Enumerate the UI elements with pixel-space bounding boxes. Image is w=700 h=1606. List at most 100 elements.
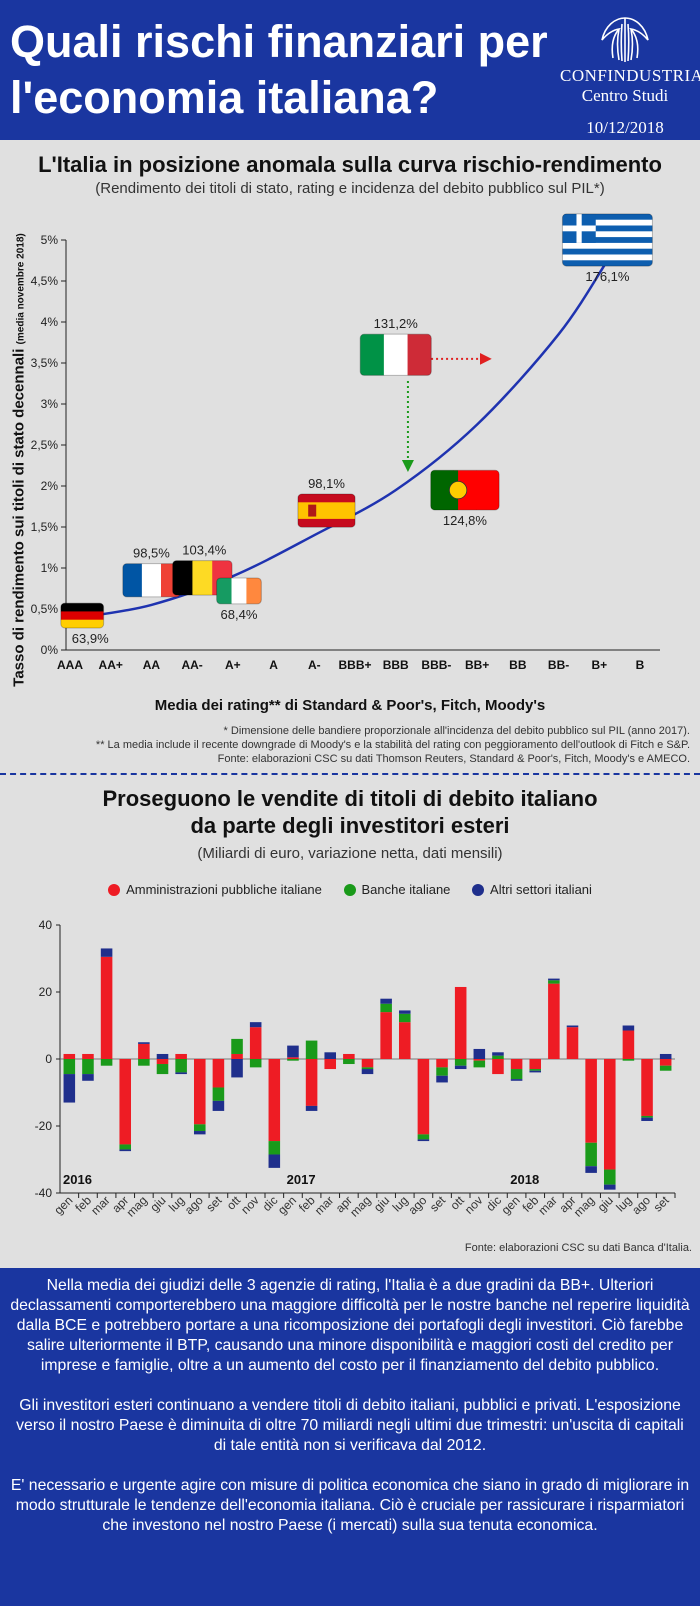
flag-border bbox=[60, 602, 105, 629]
flag-stripe bbox=[476, 470, 500, 510]
flag-stripe bbox=[407, 334, 432, 376]
flag-spagna-icon bbox=[297, 493, 356, 528]
bar-segment bbox=[585, 1166, 597, 1173]
commentary-paragraph-1: Nella media dei giudizi delle 3 agenzie … bbox=[10, 1277, 690, 1374]
flag-italia-icon bbox=[359, 333, 432, 376]
chart2-title-line2: da parte degli investitori esteri bbox=[190, 813, 510, 838]
confindustria-logo: CONFINDUSTRIA Centro Studi 10/12/2018 bbox=[560, 14, 700, 138]
bar-segment bbox=[82, 1053, 94, 1059]
chart2-legend: Amministrazioni pubbliche italiane Banch… bbox=[0, 882, 700, 897]
chart2-x-tick-label: ago bbox=[629, 1193, 653, 1217]
flag-stripe bbox=[360, 334, 385, 376]
bar-segment bbox=[175, 1072, 187, 1075]
bar-segment bbox=[138, 1042, 150, 1044]
bar-segment bbox=[305, 1105, 318, 1111]
chart2-x-tick-label: set bbox=[427, 1193, 449, 1215]
chart1-x-tick-label: A- bbox=[308, 658, 321, 672]
chart1-y-tick-label: 5% bbox=[41, 233, 59, 247]
chart2-title: Proseguono le vendite di titoli di debit… bbox=[0, 785, 700, 839]
bar-segment bbox=[156, 1064, 169, 1075]
bar-segment bbox=[249, 1022, 262, 1028]
flag-stripes bbox=[60, 603, 104, 628]
bar-segment bbox=[63, 1059, 76, 1075]
bar-segment bbox=[622, 1030, 635, 1059]
bar-segment bbox=[492, 1059, 504, 1075]
bar-segment bbox=[268, 1141, 281, 1155]
bar-segment bbox=[529, 1059, 542, 1070]
flag-stripe bbox=[231, 577, 247, 604]
bar-segment bbox=[398, 1010, 411, 1014]
flag-stripe bbox=[246, 577, 262, 604]
chart2-y-tick-label: 0 bbox=[45, 1052, 52, 1066]
chart1-x-tick-label: BB+ bbox=[465, 658, 489, 672]
eagle-logo-icon bbox=[601, 17, 649, 62]
flag-stripe bbox=[562, 213, 653, 221]
bar-segment bbox=[510, 1079, 523, 1081]
bar-segment bbox=[566, 1027, 579, 1059]
flag-emblem bbox=[308, 504, 317, 517]
flag-border bbox=[561, 213, 653, 267]
bar-segment bbox=[473, 1059, 486, 1061]
bar-segment bbox=[324, 1052, 337, 1059]
flag-stripes bbox=[216, 577, 262, 604]
flag-stripe bbox=[562, 237, 653, 244]
bar-segment bbox=[529, 1070, 542, 1073]
bar-segment bbox=[343, 1059, 355, 1065]
bar-segment bbox=[343, 1053, 355, 1059]
chart1-x-tick-label: BBB+ bbox=[338, 658, 371, 672]
note-flag-size: * Dimensione delle bandiere proporzional… bbox=[223, 725, 690, 737]
chart2-title-line1: Proseguono le vendite di titoli di debit… bbox=[102, 786, 598, 811]
bar-segment bbox=[454, 1059, 467, 1066]
legend-item-altri: Altri settori italiani bbox=[472, 882, 592, 897]
legend-dot-blue bbox=[472, 884, 485, 896]
page-title: Quali rischi finanziari per l'economia i… bbox=[10, 16, 548, 123]
bar-segment bbox=[249, 1059, 262, 1068]
bar-segment bbox=[585, 1142, 597, 1167]
bar-segment bbox=[398, 1022, 411, 1059]
bar-segment bbox=[100, 1059, 113, 1066]
bar-segment bbox=[417, 1139, 430, 1142]
flag-debt-label: 68,4% bbox=[221, 607, 258, 622]
bar-segment bbox=[454, 986, 467, 1059]
chart2-x-tick-label: ago bbox=[182, 1193, 206, 1217]
chart1-y-tick-label: 1,5% bbox=[31, 520, 59, 534]
bar-segment bbox=[138, 1043, 150, 1059]
bar-segment bbox=[380, 1012, 392, 1059]
flag-stripes bbox=[297, 494, 356, 528]
flag-stripe bbox=[141, 563, 162, 597]
bar-segment bbox=[417, 1134, 430, 1140]
legend-item-amministrazioni: Amministrazioni pubbliche italiane bbox=[108, 882, 322, 897]
bar-segment bbox=[566, 1025, 579, 1028]
flag-border bbox=[172, 560, 233, 596]
bar-segment bbox=[138, 1059, 150, 1066]
flag-stripe bbox=[383, 334, 409, 376]
flag-stripes bbox=[360, 334, 432, 376]
bar-segment bbox=[622, 1025, 635, 1031]
bar-segment bbox=[119, 1149, 132, 1152]
chart2-x-tick-label: ago bbox=[405, 1193, 429, 1217]
bar-segment bbox=[212, 1087, 225, 1101]
chart1-x-tick-label: A+ bbox=[225, 658, 241, 672]
report-date: 10/12/2018 bbox=[586, 118, 664, 137]
bar-segment bbox=[436, 1075, 448, 1083]
bar-segment bbox=[305, 1040, 318, 1059]
flag-stripe bbox=[562, 219, 653, 226]
flag-border bbox=[430, 469, 500, 511]
chart1-x-tick-label: A bbox=[269, 658, 278, 672]
flag-stripe bbox=[562, 242, 653, 249]
chart2-source: Fonte: elaborazioni CSC su dati Banca d'… bbox=[464, 1242, 692, 1254]
flag-debt-label: 124,8% bbox=[443, 513, 488, 528]
flag-debt-label: 98,1% bbox=[308, 476, 345, 491]
chart1-x-tick-label: BBB- bbox=[421, 658, 451, 672]
legend-label: Banche italiane bbox=[361, 882, 451, 897]
chart1-x-tick-label: AAA bbox=[57, 658, 83, 672]
bar-segment bbox=[82, 1059, 94, 1075]
flag-emblem bbox=[448, 480, 468, 500]
flag-border bbox=[359, 333, 432, 376]
flag-grecia-icon bbox=[561, 213, 653, 267]
bar-segment bbox=[63, 1074, 76, 1103]
note-source: Fonte: elaborazioni CSC su dati Thomson … bbox=[217, 753, 690, 765]
flag-cross bbox=[562, 225, 596, 232]
bar-segment bbox=[659, 1059, 672, 1066]
flag-stripe bbox=[60, 611, 104, 621]
